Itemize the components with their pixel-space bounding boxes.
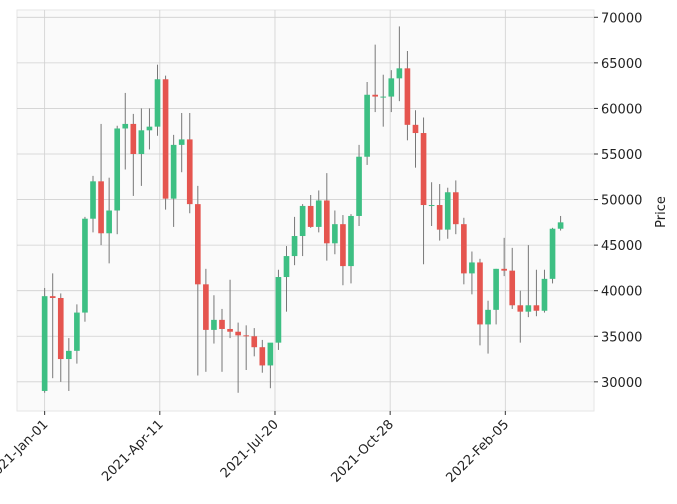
y-tick-label: 40000: [601, 285, 642, 300]
y-tick-label: 70000: [601, 11, 642, 26]
candle-body: [267, 342, 274, 366]
candle-body: [396, 68, 403, 79]
candle-body: [41, 296, 48, 391]
candle-body: [509, 270, 516, 306]
candle-body: [469, 262, 475, 274]
candle-body: [57, 297, 64, 360]
y-tick-label: 45000: [601, 239, 642, 254]
candle-body: [275, 277, 282, 343]
grid: [17, 10, 594, 411]
candle-body: [211, 319, 217, 330]
candle-body: [477, 262, 483, 325]
candle-body: [372, 94, 378, 97]
candle-body: [557, 222, 564, 229]
candle-body: [452, 192, 459, 225]
candle-body: [227, 328, 233, 332]
candles: [41, 26, 564, 393]
x-tick-label: 2021-Oct-28: [328, 417, 396, 485]
candle-body: [444, 192, 451, 230]
x-tick-label: 2021-Jul-20: [218, 417, 282, 481]
y-tick-label: 65000: [601, 57, 642, 72]
plot-area: [16, 9, 595, 412]
candle-body: [114, 128, 121, 211]
candle-body: [404, 68, 411, 125]
candle-body: [138, 130, 145, 154]
candle-body: [49, 296, 56, 298]
candle-body: [98, 181, 104, 234]
candle-body: [162, 79, 169, 199]
y-tick-label: 30000: [601, 376, 642, 391]
candle-body: [154, 79, 161, 127]
candle-body: [170, 144, 177, 199]
candle-body: [90, 181, 96, 219]
candle-body: [436, 205, 443, 230]
candle-body: [517, 305, 524, 312]
candle-body: [549, 228, 556, 279]
candle-body: [219, 319, 225, 329]
candle-body: [283, 256, 290, 278]
candle-body: [299, 205, 306, 237]
x-tick-label: 2021-Apr-11: [99, 417, 166, 484]
candle-body: [501, 268, 507, 271]
candle-body: [315, 200, 322, 227]
candle-body: [243, 335, 250, 337]
y-tick-label: 60000: [601, 102, 642, 117]
candle-body: [332, 224, 338, 244]
candle-body: [340, 224, 346, 267]
candle-body: [380, 96, 387, 98]
candle-body: [412, 124, 419, 134]
candle-body: [348, 215, 354, 267]
candle-body: [493, 268, 499, 310]
candle-body: [428, 205, 435, 207]
candle-body: [356, 156, 362, 216]
candle-body: [66, 350, 72, 360]
candle-body: [203, 284, 209, 330]
candle-body: [130, 123, 137, 154]
candle-body: [307, 205, 314, 227]
candle-body: [541, 278, 548, 311]
candle-body: [194, 204, 201, 285]
y-tick-label: 35000: [601, 330, 642, 345]
y-tick-label: 50000: [601, 194, 642, 209]
candle-body: [291, 236, 298, 257]
candle-body: [388, 78, 395, 97]
candle-body: [364, 94, 370, 157]
candle-body: [186, 139, 193, 205]
y-axis-label: Price: [654, 196, 669, 228]
candle-body: [82, 218, 88, 313]
candle-body: [106, 210, 112, 234]
candle-body: [323, 200, 330, 244]
y-tick-label: 55000: [601, 148, 642, 163]
candle-body: [235, 331, 241, 336]
candle-body: [461, 224, 467, 274]
candle-body: [485, 309, 491, 325]
candle-body: [525, 305, 532, 312]
candle-body: [420, 133, 427, 206]
candle-body: [178, 139, 185, 145]
candle-body: [122, 123, 129, 129]
candle-body: [251, 336, 258, 348]
candle-body: [259, 347, 266, 366]
x-tick-label: 2021-Jan-01: [0, 417, 51, 484]
x-tick-label: 2022-Feb-05: [444, 417, 513, 486]
candle-body: [533, 305, 540, 311]
candle-body: [146, 126, 153, 131]
candle-body: [74, 312, 80, 351]
